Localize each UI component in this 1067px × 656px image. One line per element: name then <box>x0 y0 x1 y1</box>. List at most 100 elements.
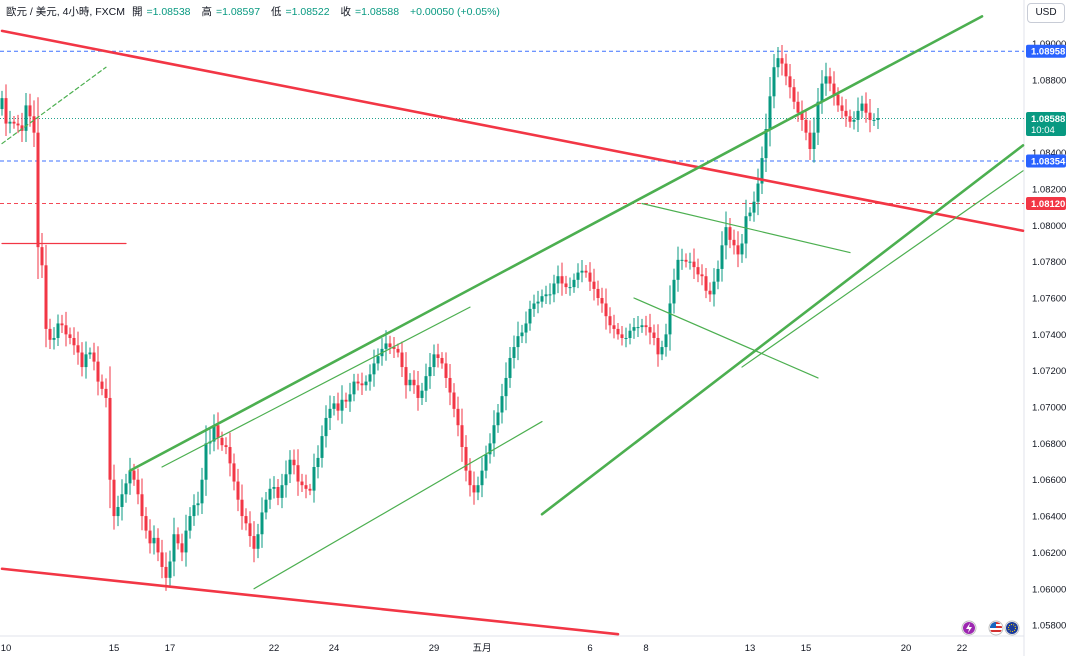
candle-body <box>236 481 240 500</box>
candle <box>540 289 544 308</box>
candle-body <box>284 474 288 486</box>
candle-body <box>640 325 644 328</box>
candle <box>624 327 628 348</box>
candle <box>644 315 648 336</box>
candle-body <box>268 488 272 500</box>
candle-body <box>12 121 16 124</box>
candle-body <box>724 227 728 246</box>
candle <box>736 231 740 268</box>
candle-body <box>248 523 252 537</box>
candle <box>824 62 828 96</box>
trend-line <box>253 420 543 590</box>
candle <box>288 450 292 483</box>
candle <box>548 283 552 305</box>
candle-body <box>440 357 444 364</box>
candle-body <box>228 447 232 464</box>
candle-body <box>68 334 72 338</box>
candle <box>472 471 476 505</box>
candle <box>0 90 4 116</box>
candle-body <box>348 394 352 402</box>
candle-body <box>372 363 376 375</box>
candle <box>764 113 768 172</box>
candle-body <box>376 356 380 364</box>
candle-body <box>280 485 284 498</box>
candle <box>844 99 848 127</box>
candle <box>620 325 624 346</box>
candle <box>592 268 596 301</box>
candle <box>712 268 716 307</box>
candle-body <box>88 352 92 355</box>
candle-body <box>576 272 580 280</box>
candle <box>748 207 752 222</box>
price-tick-label: 1.07400 <box>1032 330 1066 341</box>
candle-body <box>104 388 108 398</box>
time-tick-label: 22 <box>269 643 280 654</box>
candle-body <box>364 381 368 386</box>
candle-body <box>824 76 828 84</box>
candle <box>756 168 760 216</box>
candle <box>560 262 564 296</box>
candle-body <box>448 377 452 393</box>
candle <box>116 495 120 527</box>
candle <box>696 258 700 283</box>
candle-body <box>400 352 404 368</box>
candle-body <box>676 259 680 280</box>
candle-body <box>196 503 200 506</box>
candle <box>376 348 380 371</box>
candle-body <box>276 486 280 498</box>
trend-lines <box>0 15 1025 636</box>
candle <box>392 336 396 358</box>
candle <box>336 392 340 421</box>
candle <box>648 313 652 345</box>
candle <box>232 453 236 491</box>
candle <box>148 519 152 554</box>
candle-body <box>744 216 748 244</box>
candle-body <box>312 467 316 491</box>
candle <box>140 478 144 531</box>
candle <box>256 523 260 559</box>
candle <box>212 414 216 452</box>
candle <box>792 79 796 110</box>
candle-body <box>332 403 336 409</box>
currency-button[interactable]: USD <box>1027 3 1065 23</box>
candle-body <box>820 83 824 102</box>
candle-body <box>788 76 792 88</box>
candle <box>552 274 556 303</box>
candle-body <box>304 485 308 489</box>
candle <box>660 340 664 361</box>
price-tick-label: 1.08200 <box>1032 184 1066 195</box>
candle-body <box>780 58 784 64</box>
candle-body <box>316 457 320 468</box>
candle-body <box>136 479 140 495</box>
candle-body <box>800 112 804 120</box>
candle <box>348 382 352 412</box>
candle <box>356 373 360 391</box>
candle-body <box>476 485 480 493</box>
eu-flag-icon[interactable] <box>1004 620 1020 636</box>
candle <box>44 244 48 348</box>
candle <box>524 311 528 344</box>
candle <box>568 277 572 296</box>
price-tick-label: 1.06600 <box>1032 475 1066 486</box>
candle <box>324 405 328 448</box>
candle-body <box>160 552 164 567</box>
candle <box>652 324 656 346</box>
candle <box>196 491 200 516</box>
trend-line <box>1 66 107 145</box>
candle <box>588 262 592 292</box>
candle-body <box>368 374 372 382</box>
candle <box>440 352 444 369</box>
candle <box>304 474 308 499</box>
candle-body <box>596 288 600 299</box>
lightning-icon[interactable] <box>961 620 977 636</box>
candle <box>752 191 756 222</box>
candle-body <box>116 506 120 517</box>
candle-body <box>124 483 128 495</box>
candle <box>728 217 732 249</box>
candle-body <box>764 129 768 159</box>
candle-body <box>252 536 256 549</box>
us-flag-icon[interactable] <box>988 620 1004 636</box>
